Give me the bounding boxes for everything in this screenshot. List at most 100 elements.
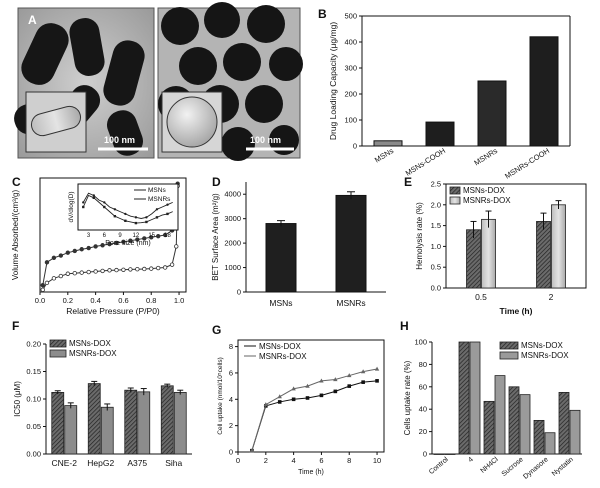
d-ytick-label: 2000 — [224, 239, 241, 248]
g-point — [347, 384, 352, 388]
d-ytick-label: 1000 — [224, 263, 241, 272]
h-ytick-label: 100 — [414, 338, 427, 347]
f-category-label: Siha — [165, 458, 182, 468]
c-point — [174, 244, 179, 249]
g-point — [361, 380, 365, 384]
c-inset-point — [134, 221, 138, 225]
e-category-label: 2 — [549, 292, 554, 302]
panel-letter: D — [212, 175, 221, 189]
d-bar — [265, 223, 297, 293]
c-point — [40, 287, 45, 292]
c-inset-xtick-label: 15 — [148, 233, 155, 239]
e-ytick-label: 0.5 — [431, 263, 441, 272]
c-point — [51, 255, 57, 260]
c-inset-point — [145, 216, 148, 219]
c-point — [100, 268, 105, 274]
c-point — [107, 268, 112, 273]
c-inset-point — [82, 205, 85, 209]
b-bar — [477, 80, 507, 147]
h-legend-label: MSNs-DOX — [521, 341, 563, 350]
b-ytick-label: 300 — [344, 64, 357, 73]
h-category-label: 4 — [467, 456, 475, 464]
c-point — [162, 232, 168, 238]
c-inset-xtick-label: 18 — [164, 233, 171, 239]
c-point — [79, 247, 84, 252]
scale-bar-right-label: 100 nm — [250, 135, 281, 145]
d-bar — [335, 194, 367, 293]
d-ytick-label: 0 — [237, 288, 241, 297]
c-inset-point — [134, 216, 138, 219]
h-bar — [469, 341, 481, 455]
e-ytick-label: 1.5 — [431, 221, 441, 230]
chart-e-hemolysis: E 0.0 0.5 1.0 1.5 2.0 2.5 Hemolysis rate (%) 0.5… — [404, 175, 587, 316]
g-xtick-label: 0 — [236, 456, 240, 465]
h-legend-swatch — [499, 351, 519, 360]
panel-letter: G — [212, 323, 221, 337]
h-bar — [558, 391, 570, 455]
h-bar — [483, 400, 495, 455]
g-point — [347, 373, 352, 378]
c-inset-point — [92, 196, 95, 199]
b-category-label: MSNs-COOH — [404, 146, 447, 178]
c-point — [58, 273, 64, 279]
chart-g-cell-uptake: G 0 2 4 6 8 0 2 4 6 8 10 Time (h) Cell uptake (nmol/1… — [212, 323, 385, 476]
c-inset-point — [124, 219, 127, 222]
c-point — [93, 269, 98, 274]
g-xtick-label: 8 — [347, 456, 351, 465]
g-series-line — [251, 368, 378, 451]
c-inset-point — [82, 201, 85, 204]
c-point — [44, 260, 50, 265]
c-inset-point — [155, 208, 159, 211]
d-category-label: MSNRs — [336, 298, 365, 308]
h-bar — [444, 453, 456, 455]
g-xtick-label: 4 — [292, 456, 296, 465]
b-ytick-label: 500 — [344, 12, 357, 21]
c-point — [135, 267, 140, 272]
f-legend-label: MSNRs-DOX — [69, 349, 117, 358]
c-point — [135, 237, 140, 242]
c-point — [65, 250, 71, 255]
chart-b-drug-loading: B 0 100 200 300 400 500 Drug Loading Capacity (… — [318, 7, 571, 181]
c-inset-legend-label: MSNRs — [148, 196, 171, 203]
g-legend-label: MSNRs-DOX — [259, 352, 307, 361]
c-point — [149, 266, 154, 271]
c-xtick-label: 0.2 — [63, 296, 73, 305]
e-bar — [551, 204, 566, 289]
tem-right-micrograph: 100 nm — [157, 2, 303, 161]
b-category-label: MSNs — [373, 146, 395, 165]
h-ytick-label: 60 — [419, 382, 427, 391]
g-xtick-label: 2 — [264, 456, 268, 465]
b-bar — [425, 121, 455, 147]
h-ytick-label: 0 — [423, 450, 427, 459]
g-legend-label: MSNs-DOX — [259, 342, 301, 351]
c-point — [155, 233, 161, 239]
c-inset-xtick-label: 3 — [87, 233, 91, 239]
f-bar — [87, 383, 101, 455]
e-legend-label: MSNRs-DOX — [463, 196, 511, 205]
g-point — [333, 377, 338, 382]
f-category-label: HepG2 — [87, 458, 114, 468]
g-xlabel: Time (h) — [298, 469, 324, 476]
panel-letter: H — [400, 319, 409, 333]
c-point — [155, 265, 161, 271]
b-category-label: MSNRs-COOH — [503, 146, 551, 181]
e-bar — [536, 221, 551, 289]
panel-a-tem: 100 nm 100 nm A — [14, 2, 303, 161]
c-xtick-label: 1.0 — [174, 296, 184, 305]
e-legend-label: MSNs-DOX — [463, 186, 505, 195]
e-ytick-label: 2.0 — [431, 200, 441, 209]
f-bar — [51, 391, 65, 455]
d-ytick-label: 3000 — [224, 214, 241, 223]
g-point — [249, 448, 255, 453]
e-ytick-label: 2.5 — [431, 180, 441, 189]
chart-c-isotherm: C 0.0 0.2 0.4 0.6 0.8 1.0 Relative Pressure (P/… — [11, 175, 187, 316]
g-point — [277, 394, 282, 399]
g-point — [263, 402, 269, 407]
c-point — [121, 239, 126, 245]
c-point — [79, 270, 84, 275]
g-point — [374, 366, 380, 371]
c-series-line — [42, 185, 179, 290]
c-inset-xtick-label: 6 — [103, 233, 107, 239]
f-bar — [160, 385, 174, 455]
d-ylabel: BET Surface Area (m²/g) — [211, 193, 220, 281]
